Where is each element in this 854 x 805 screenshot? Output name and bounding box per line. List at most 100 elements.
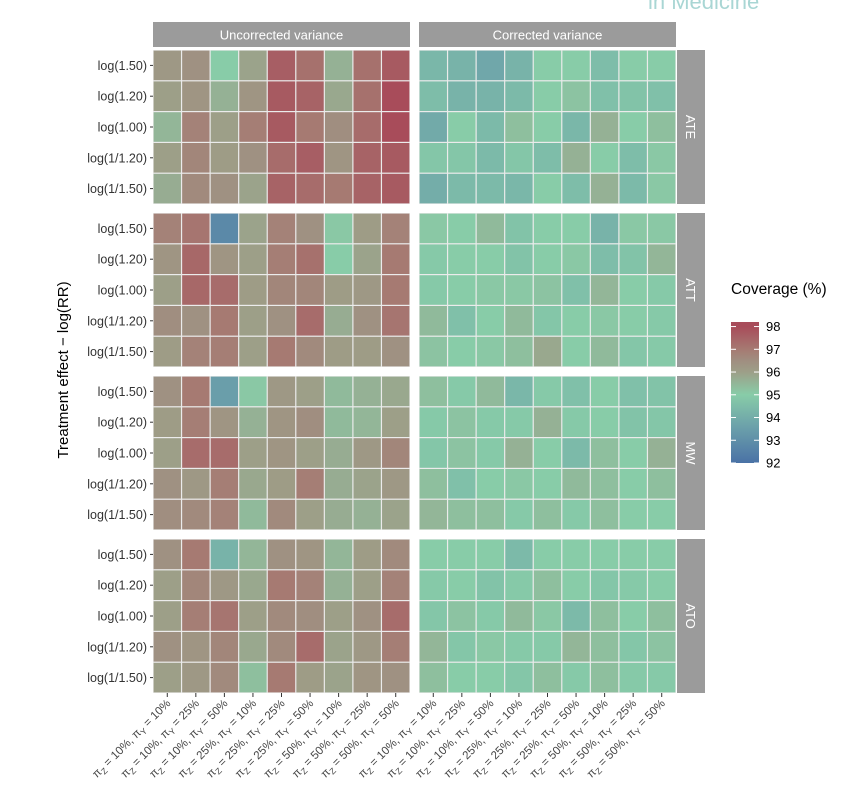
heatmap-cell (296, 632, 324, 662)
heatmap-cell (382, 499, 410, 530)
heatmap-cell (648, 499, 676, 530)
heatmap-cell (448, 306, 476, 336)
heatmap-cell (239, 306, 267, 336)
y-tick-label: log(1.50) (98, 222, 147, 236)
heatmap-cell (619, 213, 647, 244)
heatmap-cell (210, 662, 239, 693)
heatmap-cell (382, 213, 410, 244)
heatmap-cell (476, 81, 505, 111)
column-strip (419, 22, 676, 47)
heatmap-cell (505, 81, 533, 111)
y-tick-label: log(1.20) (98, 416, 147, 430)
heatmap-cell (296, 306, 324, 336)
heatmap-cell (562, 601, 590, 631)
heatmap-cell (382, 81, 410, 111)
heatmap-cell (353, 50, 381, 81)
heatmap-cell (267, 662, 296, 693)
heatmap-cell (619, 336, 647, 367)
heatmap-cell (619, 601, 647, 631)
heatmap-cell (182, 570, 210, 600)
heatmap-cell (353, 112, 381, 142)
heatmap-cell (590, 601, 619, 631)
heatmap-cell (619, 438, 647, 468)
heatmap-cell (267, 539, 296, 570)
heatmap-cell (562, 213, 590, 244)
heatmap-cell (533, 601, 562, 631)
row-strip (677, 539, 705, 693)
heatmap-cell (419, 173, 447, 204)
heatmap-cell (210, 275, 239, 305)
heatmap-cell (505, 112, 533, 142)
heatmap-cell (448, 539, 476, 570)
heatmap-cell (533, 407, 562, 437)
heatmap-cell (382, 570, 410, 600)
heatmap-cell (267, 570, 296, 600)
heatmap-cell (296, 601, 324, 631)
heatmap-cell (382, 306, 410, 336)
heatmap-cell (153, 469, 181, 499)
heatmap-cell (562, 306, 590, 336)
heatmap-cell (590, 376, 619, 407)
heatmap-cell (533, 662, 562, 693)
y-tick-label: log(1.00) (98, 121, 147, 135)
heatmap-cell (296, 112, 324, 142)
heatmap-cell (382, 662, 410, 693)
heatmap-cell (382, 275, 410, 305)
heatmap-cell (533, 376, 562, 407)
heatmap-cell (267, 81, 296, 111)
heatmap-cell (210, 244, 239, 274)
y-tick-label: log(1/1.20) (87, 640, 147, 654)
y-tick-label: log(1.00) (98, 284, 147, 298)
heatmap-cell (448, 601, 476, 631)
heatmap-cell (562, 438, 590, 468)
y-tick-label: log(1.50) (98, 385, 147, 399)
heatmap-cell (382, 469, 410, 499)
heatmap-cell (448, 112, 476, 142)
heatmap-cell (533, 570, 562, 600)
heatmap-cell (619, 306, 647, 336)
heatmap-cell (448, 469, 476, 499)
heatmap-cell (533, 499, 562, 530)
heatmap-cell (210, 570, 239, 600)
heatmap-cell (448, 173, 476, 204)
heatmap-cell (324, 143, 353, 173)
heatmap-cell (153, 112, 181, 142)
column-strip-label: Corrected variance (493, 28, 603, 43)
heatmap-cell (419, 50, 447, 81)
heatmap-cell (182, 81, 210, 111)
heatmap-cell (448, 50, 476, 81)
heatmap-cell (590, 662, 619, 693)
heatmap-cell (448, 244, 476, 274)
heatmap-cell (476, 306, 505, 336)
heatmap-cell (353, 539, 381, 570)
heatmap-cell (324, 662, 353, 693)
heatmap-cell (448, 275, 476, 305)
heatmap-cell (324, 244, 353, 274)
panels: Uncorrected variance Corrected variance AT… (87, 22, 705, 781)
heatmap-cell (210, 601, 239, 631)
heatmap-cell (324, 306, 353, 336)
heatmap-cell (239, 438, 267, 468)
heatmap-cell (210, 376, 239, 407)
heatmap-cell (296, 213, 324, 244)
heatmap-cell (448, 662, 476, 693)
heatmap-cell (153, 306, 181, 336)
heatmap-cell (419, 213, 447, 244)
y-tick-label: log(1.00) (98, 447, 147, 461)
heatmap-cell (590, 499, 619, 530)
heatmap-cell (533, 173, 562, 204)
heatmap-cell (562, 570, 590, 600)
heatmap-cell (182, 112, 210, 142)
y-axis-title: Treatment effect − log(RR) (55, 281, 72, 458)
heatmap-cell (476, 469, 505, 499)
heatmap-cell (324, 213, 353, 244)
heatmap-cell (562, 81, 590, 111)
heatmap-cell (239, 213, 267, 244)
heatmap-cell (619, 376, 647, 407)
legend: Coverage (%) 98 97 96 95 94 93 92 (731, 281, 827, 471)
heatmap-cell (648, 632, 676, 662)
heatmap-cell (448, 632, 476, 662)
legend-label: 96 (766, 365, 780, 380)
heatmap-cell (590, 275, 619, 305)
heatmap-cell (239, 407, 267, 437)
